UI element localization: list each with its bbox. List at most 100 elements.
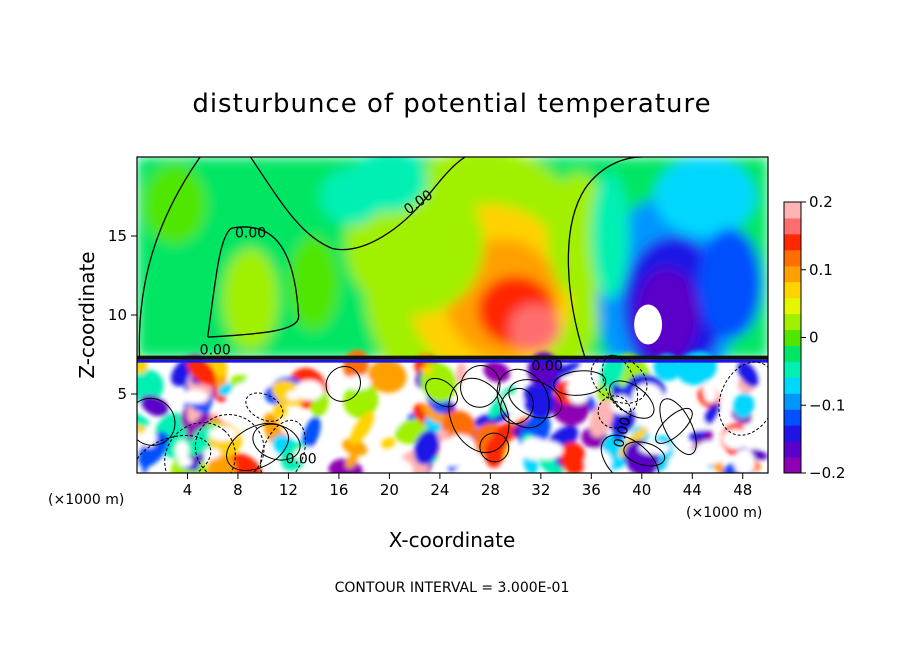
field-cell — [667, 456, 679, 473]
x-tick-label: 40 — [632, 481, 651, 499]
y-axis: 5 10 15 — [108, 227, 137, 403]
field-cell — [288, 236, 339, 331]
field-cell — [631, 383, 663, 411]
contour-line — [597, 395, 632, 429]
field-cell — [654, 157, 756, 236]
field-cell — [750, 412, 762, 439]
field-cell — [382, 405, 401, 431]
field-cell — [689, 419, 708, 431]
field-cell — [345, 454, 358, 469]
contour-line — [590, 354, 648, 404]
field-cell — [343, 382, 379, 419]
field-cell — [733, 449, 755, 473]
field-cell — [143, 164, 207, 244]
x-tick-label: 48 — [733, 481, 752, 499]
field-cell — [295, 380, 324, 401]
contour-line — [226, 422, 289, 471]
field-cell — [610, 395, 633, 415]
field-cell — [294, 447, 324, 462]
contour-label: 0.00 — [611, 415, 635, 449]
field-cell — [203, 448, 221, 459]
colorbar-swatch — [784, 297, 801, 315]
colorbar-swatch — [784, 329, 801, 346]
colorbar-swatch — [784, 393, 801, 410]
field-cell — [208, 426, 237, 441]
y-tick-label: 15 — [108, 227, 127, 245]
field-cell — [722, 429, 749, 450]
field-cell — [472, 411, 509, 427]
x-axis-label: X-coordinate — [389, 528, 516, 552]
colorbar-tick-label: 0.1 — [809, 261, 833, 279]
field-cell — [484, 437, 505, 468]
x-tick-label: 16 — [329, 481, 348, 499]
field-cell — [344, 375, 372, 390]
field-cell — [698, 228, 762, 339]
contour-line — [164, 422, 236, 473]
colorbar-swatch — [784, 377, 801, 394]
x-unit-right: (×1000 m) — [686, 505, 762, 521]
field-cell — [413, 430, 440, 466]
y-axis-label: Z-coordinate — [75, 251, 99, 378]
interface-band — [137, 359, 768, 363]
field-cell — [686, 453, 700, 467]
x-tick-label: 44 — [683, 481, 702, 499]
field-cell — [634, 304, 663, 345]
lower-layer — [137, 350, 768, 473]
field-cell — [273, 402, 288, 419]
colorbar-swatch — [784, 313, 801, 331]
contour-line — [655, 407, 693, 444]
field-cell — [180, 389, 208, 404]
colorbar: 0.2 0.1 0 −0.1 −0.2 — [783, 193, 845, 482]
colorbar-swatch — [784, 425, 801, 442]
field-cell — [301, 416, 321, 452]
zero-contour — [567, 157, 642, 358]
zero-contour — [138, 157, 201, 358]
field-cell — [501, 394, 525, 406]
colorbar-swatch — [784, 281, 801, 299]
contour-line — [194, 414, 265, 473]
field-cell — [319, 168, 384, 225]
contour-interval-note: CONTOUR INTERVAL = 3.000E-01 — [335, 580, 570, 596]
chart-title: disturbunce of potential temperature — [192, 89, 711, 119]
field-cell — [509, 303, 560, 352]
field-cell — [342, 438, 368, 456]
x-tick-label: 28 — [481, 481, 500, 499]
contour-line — [600, 434, 660, 473]
field-cell — [367, 359, 407, 394]
field-cell — [591, 172, 630, 300]
contour-line — [137, 397, 176, 446]
colorbar-swatch — [784, 202, 801, 219]
contour-line — [425, 377, 458, 408]
colorbar-tick-label: 0.2 — [809, 193, 833, 211]
field-cell — [349, 411, 375, 446]
field-cell — [420, 366, 434, 375]
colorbar-tick-label: 0 — [809, 329, 819, 347]
contour-line — [500, 387, 534, 425]
field-cell — [694, 440, 726, 465]
field-cell — [186, 356, 217, 387]
x-tick-label: 32 — [531, 481, 550, 499]
field-cell — [137, 369, 164, 403]
colorbar-swatch — [784, 249, 801, 267]
x-tick-label: 24 — [430, 481, 449, 499]
contour-label: 0.00 — [532, 358, 563, 374]
contour-line — [460, 365, 501, 408]
contour-line — [553, 370, 607, 396]
field-cell — [584, 449, 612, 473]
field-cell — [252, 364, 276, 389]
colorbar-swatch — [784, 233, 801, 251]
colorbar-swatch — [784, 409, 801, 426]
field-cell — [455, 362, 467, 384]
field-cell — [704, 388, 718, 403]
temperature-field: 0.000.000.000.000.000.00 — [137, 157, 768, 473]
zero-contour — [207, 226, 300, 338]
field-cell — [530, 440, 564, 460]
field-cell — [445, 434, 476, 458]
field-cell — [421, 403, 448, 425]
field-cell — [208, 381, 226, 403]
field-cell — [589, 399, 614, 438]
contour-line — [609, 380, 655, 419]
contour-line — [479, 432, 510, 463]
contour-line — [245, 392, 284, 422]
